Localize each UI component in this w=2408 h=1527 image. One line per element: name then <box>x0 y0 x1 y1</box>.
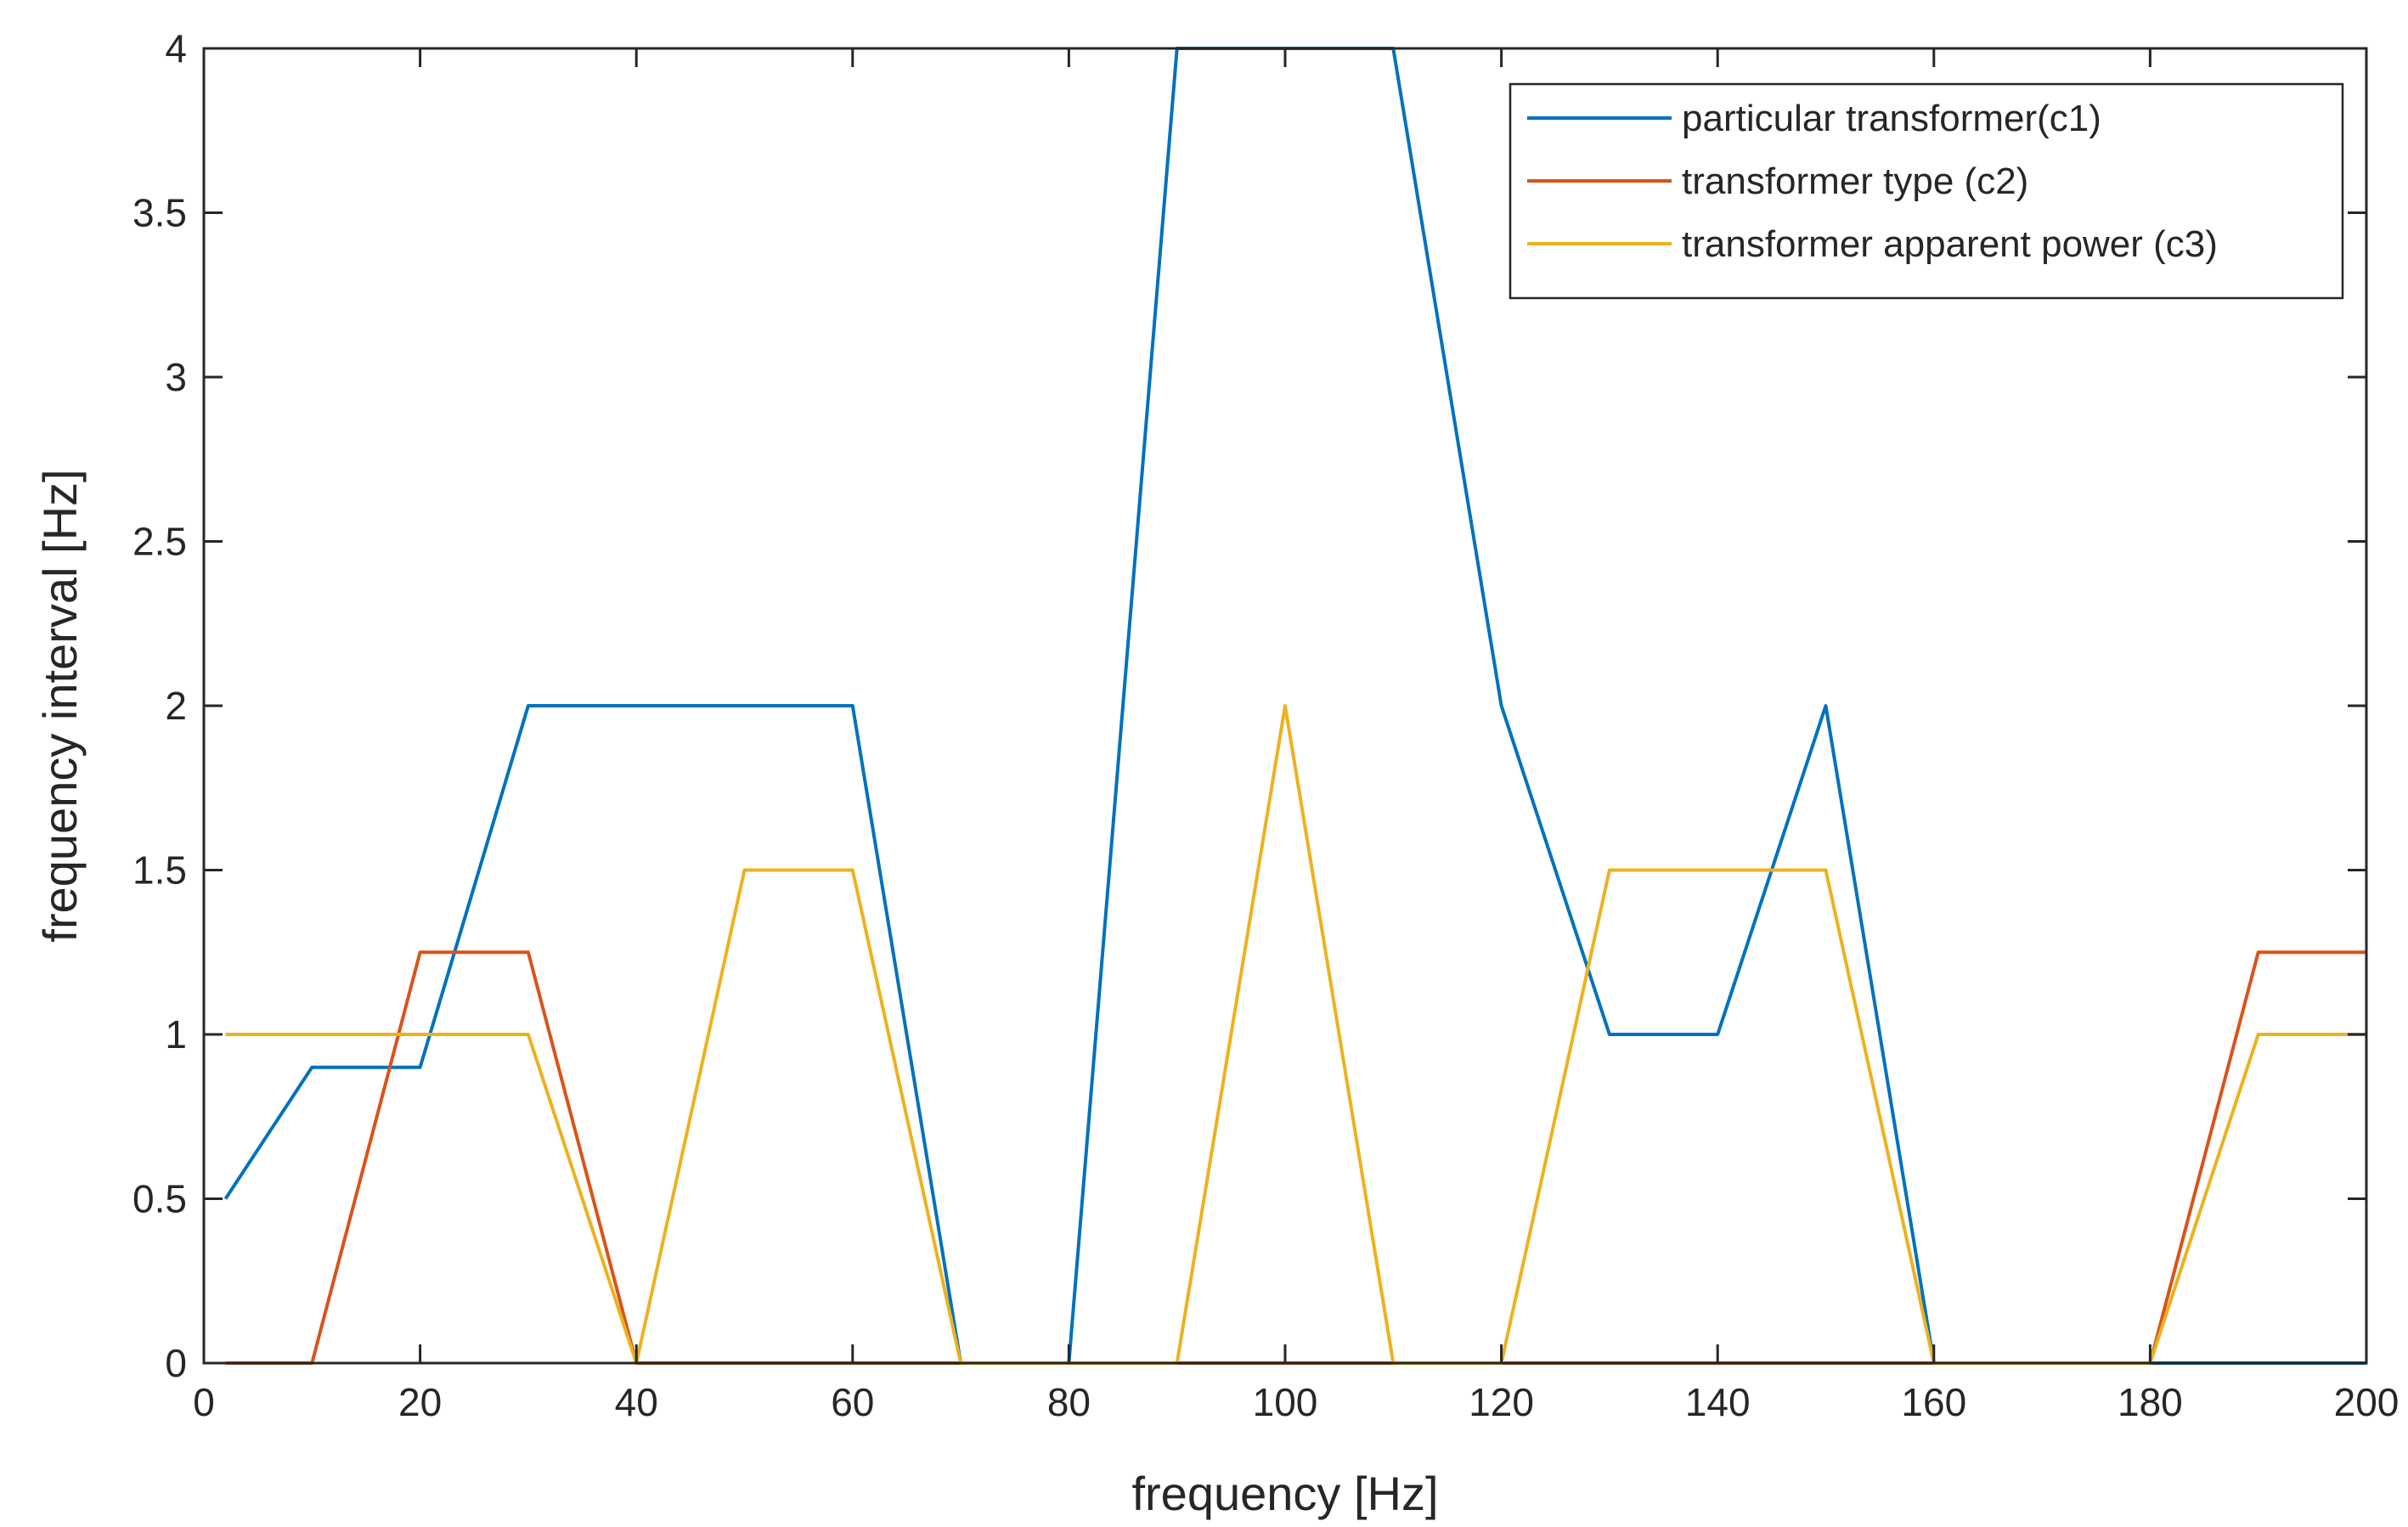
x-tick-label: 120 <box>1469 1380 1534 1424</box>
x-tick-label: 80 <box>1047 1380 1091 1424</box>
y-tick-label: 2.5 <box>133 520 187 564</box>
y-tick-label: 4 <box>165 26 187 70</box>
y-tick-label: 0 <box>165 1341 187 1385</box>
x-tick-label: 160 <box>1901 1380 1966 1424</box>
x-tick-label: 100 <box>1253 1380 1318 1424</box>
y-tick-label: 1.5 <box>133 848 187 893</box>
x-tick-label: 180 <box>2118 1380 2183 1424</box>
y-tick-label: 1 <box>165 1012 187 1057</box>
legend: particular transformer(c1) transformer ty… <box>1509 82 2344 300</box>
legend-label-c3: transformer apparent power (c3) <box>1682 223 2218 265</box>
ticks-layer: 0 20 40 60 80 100 120 140 160 180 200 0 0.5 1 1.5 2 2.5 3… <box>133 26 2399 1424</box>
x-axis-title: frequency [Hz] <box>1131 1467 1438 1520</box>
legend-items: particular transformer(c1) transformer ty… <box>1527 98 2218 265</box>
legend-label-c2: transformer type (c2) <box>1682 161 2028 202</box>
legend-label-c1: particular transformer(c1) <box>1682 98 2101 139</box>
y-tick-label: 3 <box>165 355 187 399</box>
x-tick-label: 0 <box>193 1380 215 1424</box>
y-tick-label: 2 <box>165 684 187 728</box>
x-tick-label: 200 <box>2334 1380 2400 1424</box>
y-tick-label: 0.5 <box>133 1177 187 1221</box>
y-axis-title: frequency interval [Hz] <box>33 469 87 942</box>
x-tick-label: 20 <box>398 1380 442 1424</box>
x-tick-label: 40 <box>615 1380 658 1424</box>
x-tick-label: 60 <box>831 1380 874 1424</box>
y-tick-label: 3.5 <box>133 191 187 235</box>
x-tick-label: 140 <box>1685 1380 1751 1424</box>
